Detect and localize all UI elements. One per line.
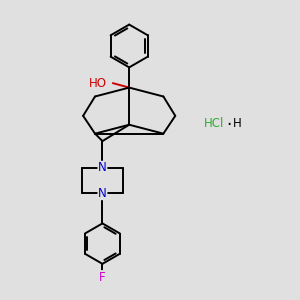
Text: ·: ·: [226, 116, 231, 134]
Text: HO: HO: [89, 76, 107, 90]
Text: N: N: [98, 187, 107, 200]
Text: H: H: [233, 117, 242, 130]
Text: HCl: HCl: [203, 117, 224, 130]
Text: N: N: [98, 161, 107, 174]
Text: F: F: [99, 271, 106, 284]
